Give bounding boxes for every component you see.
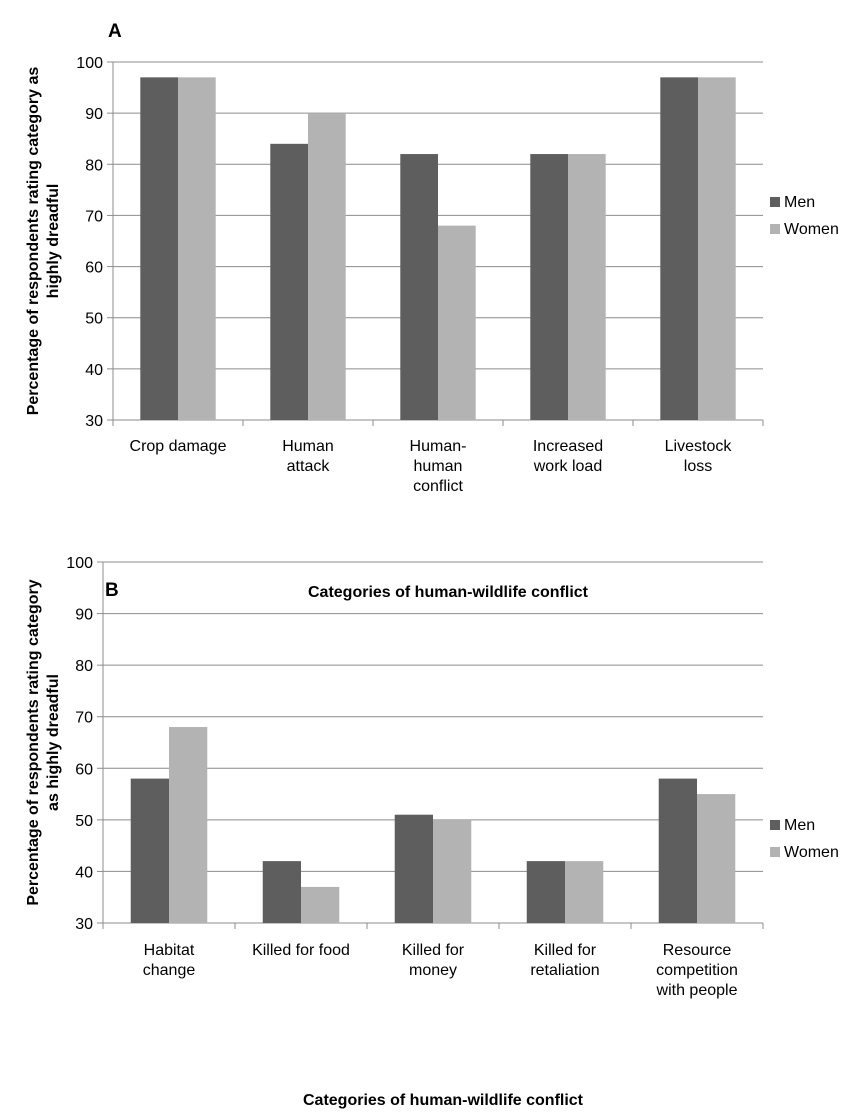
y-axis-label-line: Percentage of respondents rating categor… — [25, 579, 42, 905]
chart-panel-b: B 30 40 50 60 70 80 90 100 Habitat change Killed fo… — [25, 555, 839, 1109]
category-label-line: loss — [684, 458, 712, 475]
y-tick-label: 100 — [66, 555, 93, 572]
panel-label: A — [108, 21, 122, 42]
bar-men — [262, 861, 301, 923]
category-label: Increased work load — [533, 438, 603, 475]
legend-label-men: Men — [784, 194, 815, 211]
y-tick-label: 60 — [85, 260, 103, 277]
y-tick-label: 40 — [85, 362, 103, 379]
y-tick-label: 70 — [75, 710, 93, 727]
bar-men — [394, 814, 433, 923]
y-tick-label: 40 — [75, 864, 93, 881]
category-label-line: conflict — [413, 478, 463, 495]
bar-men — [530, 154, 568, 421]
bar-men — [400, 154, 438, 421]
bar-women — [697, 794, 736, 923]
y-axis-label-line: as highly dreadful — [45, 674, 62, 811]
legend-swatch-women — [770, 224, 780, 234]
legend-label-women: Women — [784, 844, 839, 861]
bar-women — [433, 819, 472, 923]
bar-men — [270, 143, 308, 421]
bar-men — [140, 77, 178, 420]
category-label-line: money — [409, 962, 457, 979]
chart-panel-a: A 30 40 50 60 70 80 90 100 Crop damage Human attack… — [25, 21, 839, 601]
category-label: Crop damage — [130, 438, 227, 455]
category-label: Human-human conflict — [410, 438, 467, 495]
category-label-line: Habitat — [144, 942, 195, 959]
y-axis-label: Percentage of respondents rating categor… — [25, 67, 62, 416]
category-label: Human attack — [282, 438, 334, 475]
y-tick-label: 100 — [76, 55, 103, 72]
category-label-line: with people — [656, 982, 738, 999]
legend-swatch-men — [770, 197, 780, 207]
y-tick-label: 80 — [75, 658, 93, 675]
y-tick-label: 90 — [75, 607, 93, 624]
bar-women — [698, 77, 736, 420]
category-label: Killed for money — [402, 942, 465, 979]
category-label: Killed for food — [252, 942, 350, 959]
y-tick-label: 50 — [85, 311, 103, 328]
bar-men — [658, 778, 697, 923]
y-axis-label-line: highly dreadful — [45, 184, 62, 299]
category-label-line: Crop damage — [130, 438, 227, 455]
category-label-line: competition — [656, 962, 738, 979]
category-label: Killed for retaliation — [530, 942, 599, 979]
legend-label-women: Women — [784, 221, 839, 238]
y-tick-label: 30 — [85, 413, 103, 430]
y-tick-label: 30 — [75, 916, 93, 933]
category-label-line: human — [414, 458, 463, 475]
panel-label: B — [105, 580, 119, 601]
legend-swatch-men — [770, 820, 780, 830]
category-label-line: Killed for — [402, 942, 465, 959]
legend-label-men: Men — [784, 817, 815, 834]
x-axis-label: Categories of human-wildlife conflict — [303, 1092, 584, 1109]
category-label-line: Killed for food — [252, 942, 350, 959]
category-label-line: Resource — [663, 942, 732, 959]
bar-women — [301, 886, 340, 923]
y-axis-label-line: Percentage of respondents rating categor… — [25, 67, 42, 416]
bar-women — [169, 727, 208, 923]
category-label-line: Livestock — [665, 438, 733, 455]
y-axis-label: Percentage of respondents rating categor… — [25, 579, 62, 905]
category-label-line: Human- — [410, 438, 467, 455]
bar-women — [178, 77, 216, 420]
y-tick-label: 90 — [85, 106, 103, 123]
x-axis-label: Categories of human-wildlife conflict — [308, 584, 589, 601]
bar-women — [565, 861, 604, 923]
category-label: Livestock loss — [665, 438, 733, 475]
category-label-line: Increased — [533, 438, 603, 455]
bar-men — [660, 77, 698, 420]
y-tick-label: 80 — [85, 157, 103, 174]
category-label: Habitat change — [143, 942, 196, 979]
category-label-line: Killed for — [534, 942, 597, 959]
category-label-line: retaliation — [530, 962, 599, 979]
bar-women — [308, 113, 346, 421]
bar-men — [130, 778, 169, 923]
y-tick-label: 70 — [85, 208, 103, 225]
category-label-line: attack — [287, 458, 331, 475]
legend-swatch-women — [770, 847, 780, 857]
bar-women — [568, 154, 606, 421]
y-tick-label: 60 — [75, 761, 93, 778]
bar-women — [438, 225, 476, 420]
y-tick-label: 50 — [75, 813, 93, 830]
category-label-line: work load — [533, 458, 602, 475]
category-label-line: change — [143, 962, 196, 979]
category-label: Resource competition with people — [656, 942, 738, 999]
category-label-line: Human — [282, 438, 334, 455]
bar-men — [526, 861, 565, 923]
